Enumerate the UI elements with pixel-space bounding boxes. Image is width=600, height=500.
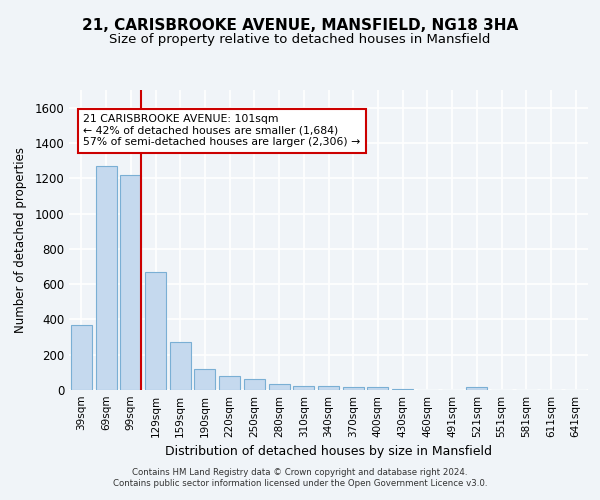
Bar — [392, 389, 413, 390]
Bar — [71, 324, 92, 390]
Text: Size of property relative to detached houses in Mansfield: Size of property relative to detached ho… — [109, 32, 491, 46]
Bar — [318, 386, 339, 390]
Bar — [244, 380, 265, 390]
Bar — [194, 369, 215, 390]
Bar — [170, 342, 191, 390]
Bar — [293, 386, 314, 390]
Text: 21, CARISBROOKE AVENUE, MANSFIELD, NG18 3HA: 21, CARISBROOKE AVENUE, MANSFIELD, NG18 … — [82, 18, 518, 32]
Text: 21 CARISBROOKE AVENUE: 101sqm
← 42% of detached houses are smaller (1,684)
57% o: 21 CARISBROOKE AVENUE: 101sqm ← 42% of d… — [83, 114, 361, 147]
X-axis label: Distribution of detached houses by size in Mansfield: Distribution of detached houses by size … — [165, 446, 492, 458]
Bar — [145, 272, 166, 390]
Bar — [95, 166, 116, 390]
Bar — [219, 376, 240, 390]
Bar — [269, 384, 290, 390]
Bar — [367, 388, 388, 390]
Bar — [120, 174, 141, 390]
Bar — [466, 388, 487, 390]
Y-axis label: Number of detached properties: Number of detached properties — [14, 147, 28, 333]
Text: Contains HM Land Registry data © Crown copyright and database right 2024.
Contai: Contains HM Land Registry data © Crown c… — [113, 468, 487, 487]
Bar — [343, 387, 364, 390]
